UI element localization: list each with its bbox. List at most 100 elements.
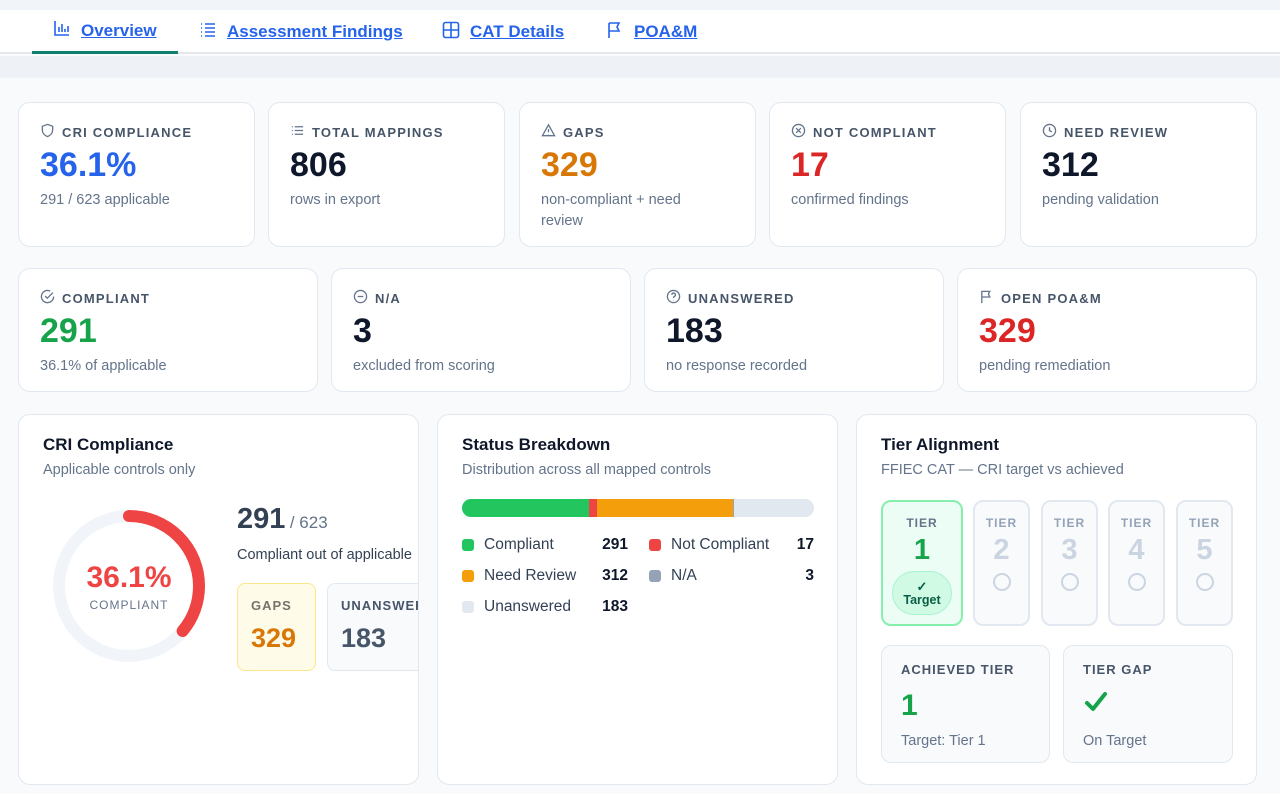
empty-circle-icon [1060, 573, 1079, 591]
kpi-value: 806 [290, 146, 347, 184]
target-label: Target [903, 592, 941, 607]
legend-value: 17 [796, 536, 814, 553]
kpi-label: TOTAL MAPPINGS [312, 124, 444, 140]
flag-icon [979, 289, 994, 307]
tab-label: POA&M [634, 22, 698, 41]
kpi-unanswered: UNANSWERED 183 no response recorded [644, 268, 944, 392]
question-circle-icon [666, 289, 681, 307]
tier-3-card: TIER 3 [1041, 500, 1098, 626]
tier-alignment-panel: Tier Alignment FFIEC CAT — CRI target vs… [856, 414, 1257, 785]
tier-gap-label: TIER GAP [1083, 662, 1153, 677]
empty-circle-icon [992, 573, 1011, 591]
kpi-sub: confirmed findings [791, 192, 909, 209]
legend-label: Not Compliant [671, 536, 770, 553]
tier-gap-card: TIER GAP On Target [1063, 645, 1233, 763]
tier-2-card: TIER 2 [973, 500, 1030, 626]
kpi-value: 329 [979, 312, 1036, 350]
checkmark-icon [1083, 689, 1213, 725]
legend-not-compliant: Not Compliant [649, 536, 769, 554]
tier-4-card: TIER 4 [1108, 500, 1165, 626]
kpi-sub: 36.1% of applicable [40, 358, 167, 375]
tab-bar: Overview Assessment Findings CAT Details… [0, 10, 1280, 54]
legend-na: N/A [649, 567, 697, 585]
kpi-open-poam: OPEN POA&M 329 pending remediation [957, 268, 1257, 392]
kpi-label: NOT COMPLIANT [813, 124, 937, 140]
kpi-value: 329 [541, 146, 598, 184]
kpi-sub: non-compliant + need review [541, 192, 681, 230]
legend-value: 291 [602, 536, 628, 553]
kpi-gaps: GAPS 329 non-compliant + need review [519, 102, 756, 247]
status-bar-segment [732, 499, 735, 517]
kpi-label: N/A [375, 290, 401, 306]
kpi-value: 3 [353, 312, 372, 350]
tier-5-card: TIER 5 [1176, 500, 1233, 626]
tier-number: 4 [1128, 534, 1145, 566]
kpi-label: GAPS [563, 124, 605, 140]
status-bar-segment [462, 499, 590, 517]
check-circle-icon [40, 289, 55, 307]
legend-label: Need Review [484, 567, 577, 584]
kpi-na: N/A 3 excluded from scoring [331, 268, 631, 392]
target-badge: ✓ Target [892, 571, 952, 615]
panel-subtitle: FFIEC CAT — CRI target vs achieved [881, 462, 1124, 478]
mini-value: 183 [341, 623, 387, 653]
donut-percent: 36.1% [86, 560, 172, 594]
shield-icon [40, 123, 55, 141]
tab-cat-details[interactable]: CAT Details [441, 10, 564, 54]
tab-overview[interactable]: Overview [32, 10, 178, 54]
sub-bar [0, 56, 1280, 78]
kpi-sub: pending validation [1042, 192, 1159, 209]
legend-swatch [462, 539, 474, 551]
status-breakdown-panel: Status Breakdown Distribution across all… [437, 414, 838, 785]
legend-label: Unanswered [484, 598, 572, 615]
achieved-sub: Target: Tier 1 [901, 733, 986, 749]
clock-icon [1042, 123, 1057, 141]
tab-label: Assessment Findings [227, 22, 403, 41]
donut-caption: COMPLIANT [89, 597, 169, 612]
panel-subtitle: Distribution across all mapped controls [462, 462, 712, 478]
warning-triangle-icon [541, 123, 556, 141]
legend-unanswered: Unanswered [462, 598, 571, 616]
tab-assessment-findings[interactable]: Assessment Findings [198, 10, 403, 54]
grid-icon [441, 20, 461, 45]
flag-icon [605, 20, 625, 45]
tier-label: TIER [1120, 516, 1153, 530]
tab-label: Overview [81, 20, 157, 40]
cri-compliance-panel: CRI Compliance Applicable controls only … [18, 414, 419, 785]
top-strip [0, 0, 1280, 10]
tab-poam[interactable]: POA&M [605, 10, 697, 54]
donut-arc [53, 510, 205, 662]
kpi-value: 17 [791, 146, 829, 184]
kpi-label: UNANSWERED [688, 290, 795, 306]
compliance-ratio: 291 / 623 [237, 503, 328, 536]
check-icon: ✓ [916, 578, 928, 594]
list-icon [198, 20, 218, 45]
kpi-label: CRI COMPLIANCE [62, 124, 193, 140]
gaps-mini-card: GAPS 329 [237, 583, 316, 671]
kpi-value: 291 [40, 312, 97, 350]
mini-label: UNANSWERED [341, 598, 418, 613]
mini-label: GAPS [251, 598, 292, 613]
legend-swatch [649, 570, 661, 582]
tier-number: 2 [993, 534, 1010, 566]
bar-chart-icon [52, 18, 72, 43]
kpi-value: 36.1% [40, 146, 137, 184]
achieved-value: 1 [901, 689, 918, 722]
kpi-need-review: NEED REVIEW 312 pending validation [1020, 102, 1257, 247]
kpi-sub: 291 / 623 applicable [40, 192, 170, 209]
tier-label: TIER [1053, 516, 1086, 530]
tier-gap-sub: On Target [1083, 733, 1147, 749]
kpi-sub: excluded from scoring [353, 358, 495, 375]
legend-label: Compliant [484, 536, 554, 553]
legend-value: 312 [602, 567, 628, 584]
unanswered-mini-card: UNANSWERED 183 [327, 583, 418, 671]
tier-1-card: TIER 1 ✓ Target [881, 500, 963, 626]
panel-title: Status Breakdown [462, 435, 611, 454]
tab-label: CAT Details [470, 22, 565, 41]
legend-swatch [462, 601, 474, 613]
kpi-sub: rows in export [290, 192, 381, 209]
kpi-label: COMPLIANT [62, 290, 151, 306]
kpi-total-mappings: TOTAL MAPPINGS 806 rows in export [268, 102, 505, 247]
empty-circle-icon [1195, 573, 1214, 591]
kpi-sub: no response recorded [666, 358, 808, 375]
